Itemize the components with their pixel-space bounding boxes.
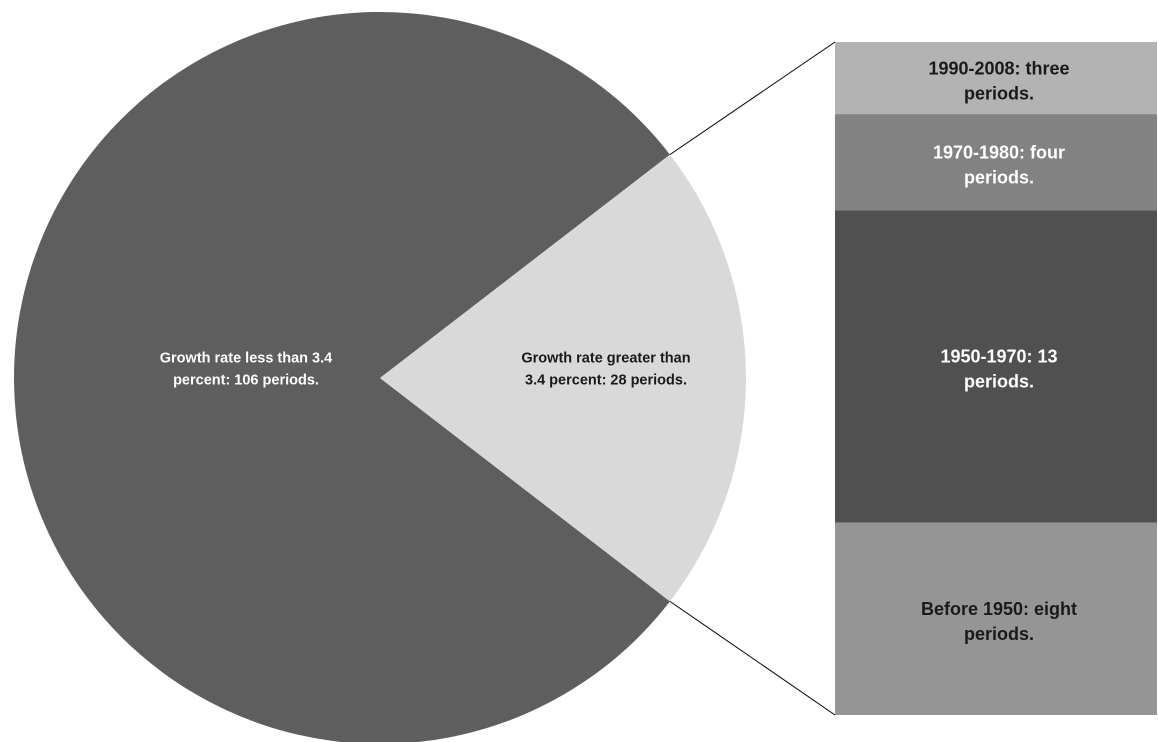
bar-segment-label: 1970-1980: four periods. [933, 142, 1065, 187]
bar-segment [835, 114, 1157, 211]
bar-segment-label: Before 1950: eight periods. [921, 599, 1077, 644]
pie-label-growth-greater: Growth rate greater than 3.4 percent: 28 … [521, 351, 690, 389]
bar-segment-label-line: periods. [964, 372, 1034, 392]
pie-slice-growth-less [14, 12, 670, 742]
bar-segment-label-line: periods. [964, 167, 1034, 187]
bar-segment-label-line: 1990-2008: three [928, 58, 1069, 78]
pie-label-growth-less-line: Growth rate less than 3.4 [160, 351, 332, 367]
bar-segment-label-line: periods. [964, 624, 1034, 644]
bar-segment [835, 42, 1157, 115]
pie-label-growth-greater-line: 3.4 percent: 28 periods. [525, 373, 687, 389]
bar-segment-label-line: 1950-1970: 13 [940, 347, 1057, 367]
pie-label-growth-less-line: percent: 106 periods. [173, 373, 319, 389]
bar-segment-label-line: 1970-1980: four [933, 142, 1065, 162]
breakdown-bar [835, 42, 1157, 715]
pie-label-growth-greater-line: Growth rate greater than [521, 351, 690, 367]
connector-line-top [669, 41, 836, 156]
pie-slice-growth-greater [380, 154, 746, 602]
bar-segment [835, 210, 1157, 523]
connector-lines [669, 41, 836, 716]
bar-segment-label: 1950-1970: 13 periods. [940, 347, 1057, 392]
bar-segment-label-line: periods. [964, 83, 1034, 103]
pie-label-growth-less: Growth rate less than 3.4 percent: 106 pe… [160, 351, 332, 389]
data-labels: Growth rate less than 3.4 percent: 106 pe… [160, 58, 1077, 644]
pie [14, 12, 746, 742]
bar-segment-label-line: Before 1950: eight [921, 599, 1077, 619]
bar-segment-label: 1990-2008: three periods. [928, 58, 1069, 103]
connector-line-bottom [669, 600, 836, 716]
bar-segment [835, 522, 1157, 715]
